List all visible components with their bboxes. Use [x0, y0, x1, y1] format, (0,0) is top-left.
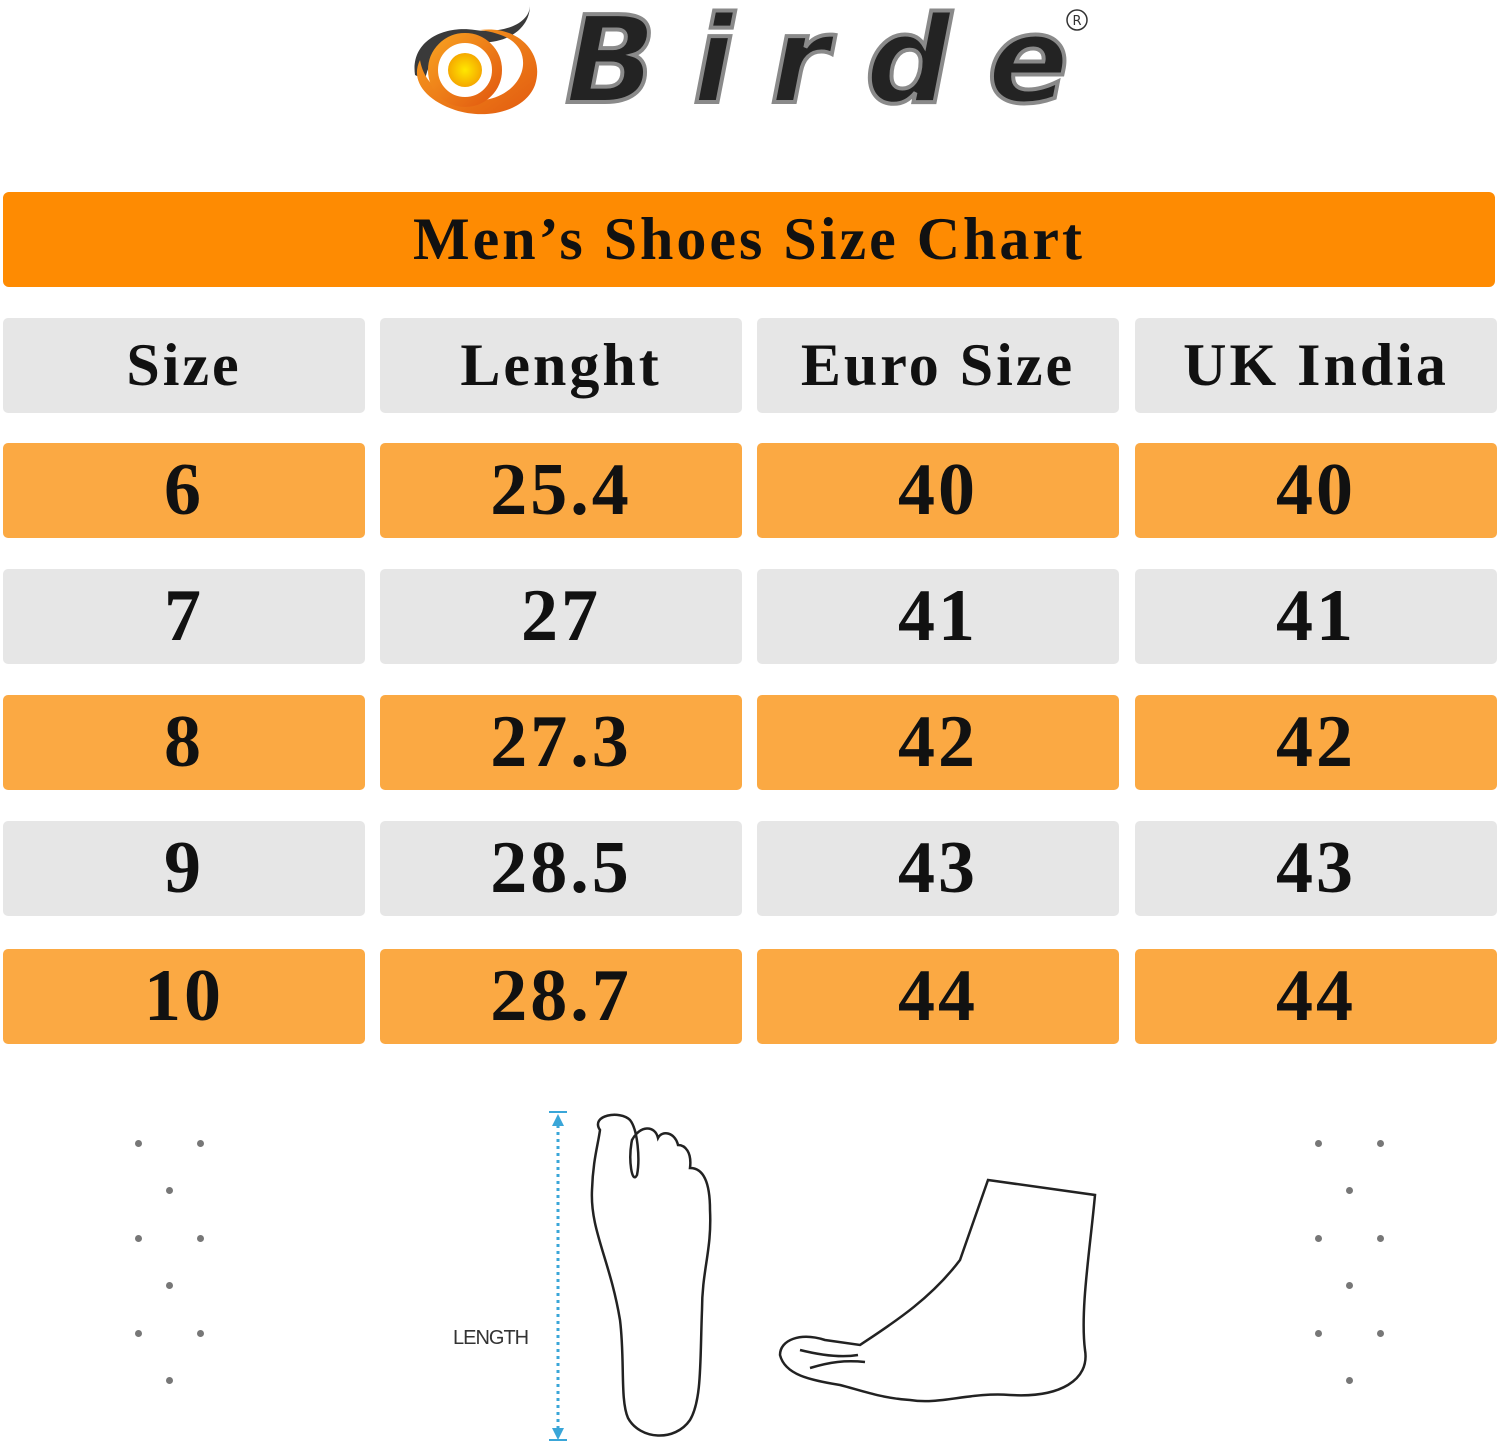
- table-cell-length: 28.5: [380, 821, 742, 916]
- table-cell-length: 28.7: [380, 949, 742, 1044]
- table-cell-euro-size: 43: [757, 821, 1119, 916]
- table-cell-size: 9: [3, 821, 365, 916]
- table-cell-uk-india: 43: [1135, 821, 1497, 916]
- table-cell-uk-india: 42: [1135, 695, 1497, 790]
- table-cell-size: 8: [3, 695, 365, 790]
- birde-logo: Birde R: [414, 0, 1088, 125]
- length-label: LENGTH: [453, 1327, 528, 1349]
- table-cell-uk-india: 40: [1135, 443, 1497, 538]
- svg-text:R: R: [1072, 14, 1081, 29]
- table-cell-length: 27.3: [380, 695, 742, 790]
- table-cell-size: 6: [3, 443, 365, 538]
- table-cell-euro-size: 41: [757, 569, 1119, 664]
- table-cell-euro-size: 42: [757, 695, 1119, 790]
- logo-wordmark: Birde: [565, 0, 1065, 125]
- column-header-size: Size: [3, 318, 365, 413]
- title-bar: Men’s Shoes Size Chart: [3, 192, 1495, 287]
- table-cell-euro-size: 40: [757, 443, 1119, 538]
- table-cell-uk-india: 44: [1135, 949, 1497, 1044]
- table-cell-euro-size: 44: [757, 949, 1119, 1044]
- foot-side-icon: [778, 1178, 1097, 1403]
- table-cell-uk-india: 41: [1135, 569, 1497, 664]
- length-arrow-icon: [549, 1111, 567, 1441]
- chart-title: Men’s Shoes Size Chart: [412, 206, 1086, 272]
- table-cell-length: 27: [380, 569, 742, 664]
- column-header-uk-india: UK India: [1135, 318, 1497, 413]
- foot-sole-icon: [590, 1113, 712, 1437]
- column-header-euro-size: Euro Size: [757, 318, 1119, 413]
- table-cell-size: 7: [3, 569, 365, 664]
- table-cell-length: 25.4: [380, 443, 742, 538]
- foot-illustration: LENGTH: [453, 1111, 1097, 1441]
- column-header-length: Lenght: [380, 318, 742, 413]
- table-cell-size: 10: [3, 949, 365, 1044]
